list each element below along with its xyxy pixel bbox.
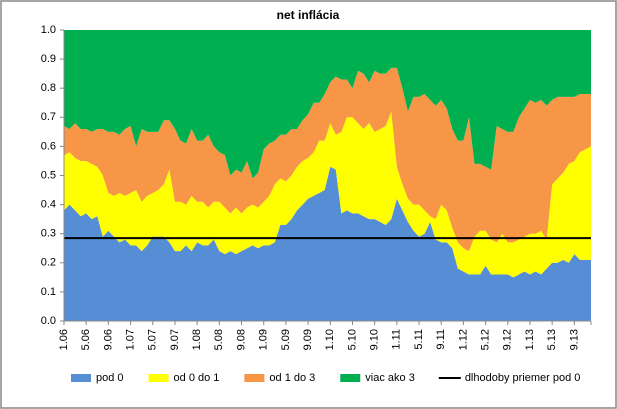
x-tick-label: 5.09 [280,329,292,350]
y-tick-label: 0.7 [41,111,56,123]
x-tick-label: 5.08 [213,329,225,350]
area [64,30,591,179]
y-tick-label: 0.9 [41,53,56,65]
area [64,67,591,252]
x-tick-label: 9.12 [502,329,514,350]
x-tick-label: 9.07 [169,329,181,350]
x-tick-label: 1.06 [58,329,70,350]
x-tick-label: 1.12 [457,329,469,350]
x-tick-label: 1.13 [524,329,536,350]
y-tick-label: 0.3 [41,228,56,240]
y-tick-label: 0.1 [41,286,56,298]
x-tick-label: 9.13 [568,329,580,350]
x-tick-label: 1.08 [191,329,203,350]
legend-label: od 0 do 1 [174,372,220,384]
x-tick-label: 9.06 [102,329,114,350]
area [64,166,591,321]
y-tick-label: 0.8 [41,82,56,94]
x-tick-label: 1.11 [391,329,403,350]
legend-label: od 1 do 3 [269,372,315,384]
y-tick-label: 0.2 [41,257,56,269]
legend-swatch [340,374,361,382]
y-tick-label: 0.4 [41,199,56,211]
x-tick-label: 1.07 [124,329,136,350]
y-tick-label: 0.0 [41,315,56,327]
x-tick-label: 5.10 [346,329,358,350]
legend-label: pod 0 [96,372,124,384]
area [64,111,591,278]
legend-swatch [71,374,91,382]
x-tick-label: 1.10 [324,329,336,350]
x-tick-label: 5.11 [413,329,425,350]
y-tick-label: 1.0 [41,24,56,36]
x-tick-label: 9.09 [302,329,314,350]
y-tick-label: 0.6 [41,140,56,152]
x-tick-label: 9.11 [435,329,447,350]
x-tick-label: 5.13 [546,329,558,350]
x-tick-label: 1.09 [258,329,270,350]
legend-swatch [244,374,265,382]
chart-title: net inflácia [277,8,340,22]
legend-label: viac ako 3 [365,372,415,384]
legend-label: dlhodoby priemer pod 0 [465,372,581,384]
legend-swatch [148,374,169,382]
x-tick-label: 5.07 [147,329,159,350]
y-tick-label: 0.5 [41,169,56,181]
x-tick-label: 5.12 [480,329,492,350]
x-tick-label: 5.06 [80,329,92,350]
x-tick-label: 9.08 [235,329,247,350]
x-tick-label: 9.10 [369,329,381,350]
